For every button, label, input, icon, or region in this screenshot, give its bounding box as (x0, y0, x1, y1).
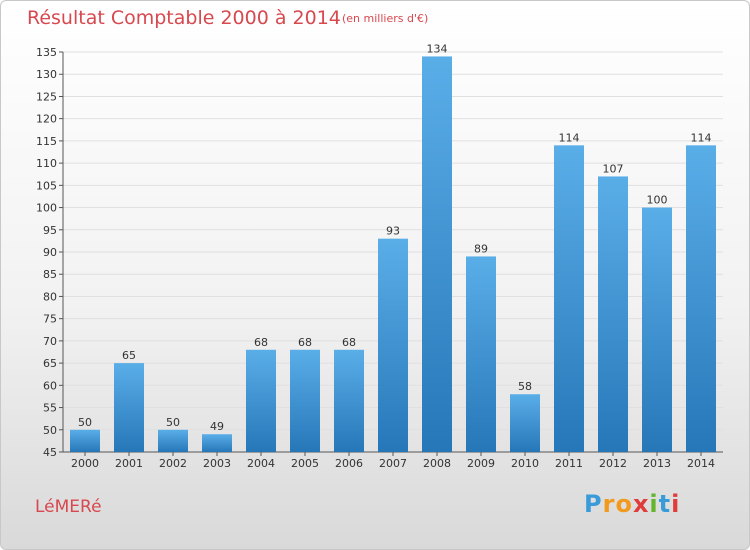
bar (686, 145, 716, 453)
logo-letter: r (602, 490, 616, 518)
data-label: 93 (386, 225, 400, 238)
logo-letter: o (615, 490, 633, 518)
logo-letter: i (649, 490, 659, 518)
y-tick-label: 85 (43, 268, 57, 281)
x-tick-label: 2002 (159, 457, 187, 470)
y-tick-label: 45 (43, 446, 57, 459)
bar (334, 349, 364, 452)
x-tick-label: 2010 (511, 457, 539, 470)
data-label: 89 (474, 242, 488, 255)
bar (422, 56, 452, 452)
x-tick-label: 2001 (115, 457, 143, 470)
y-tick-label: 120 (36, 113, 57, 126)
y-tick-label: 100 (36, 202, 57, 215)
y-tick-label: 135 (36, 46, 57, 59)
y-tick-label: 105 (36, 179, 57, 192)
x-tick-label: 2004 (247, 457, 275, 470)
y-tick-label: 75 (43, 313, 57, 326)
data-label: 50 (166, 416, 180, 429)
x-tick-label: 2011 (555, 457, 583, 470)
bar (246, 349, 276, 452)
data-label: 107 (603, 162, 624, 175)
commune-name: LéMERé (35, 497, 102, 517)
proxiti-logo: Proxiti (584, 490, 680, 518)
logo-letter: t (658, 490, 672, 518)
x-tick-label: 2013 (643, 457, 671, 470)
y-tick-label: 80 (43, 290, 57, 303)
data-label: 50 (78, 416, 92, 429)
y-tick-label: 90 (43, 246, 57, 259)
x-tick-label: 2000 (71, 457, 99, 470)
logo-letter: x (632, 490, 650, 518)
data-label: 68 (298, 336, 312, 349)
x-tick-label: 2007 (379, 457, 407, 470)
x-tick-label: 2014 (687, 457, 715, 470)
bar (114, 363, 144, 452)
chart-title: Résultat Comptable 2000 à 2014 (27, 7, 341, 29)
bar (378, 238, 408, 452)
bar (642, 207, 672, 452)
bar (510, 394, 540, 452)
bar (554, 145, 584, 453)
y-tick-label: 55 (43, 402, 57, 415)
data-label: 100 (647, 194, 668, 207)
bar (158, 429, 188, 452)
data-label: 114 (691, 131, 712, 144)
bar (290, 349, 320, 452)
x-tick-label: 2009 (467, 457, 495, 470)
y-tick-label: 60 (43, 379, 57, 392)
data-label: 68 (342, 336, 356, 349)
x-tick-label: 2008 (423, 457, 451, 470)
y-tick-label: 50 (43, 424, 57, 437)
data-label: 49 (210, 420, 224, 433)
y-tick-label: 65 (43, 357, 57, 370)
x-tick-label: 2003 (203, 457, 231, 470)
bar (598, 176, 628, 452)
y-tick-label: 110 (36, 157, 57, 170)
bar (466, 256, 496, 452)
x-tick-label: 2005 (291, 457, 319, 470)
chart-unit-label: (en milliers d'€) (342, 12, 429, 25)
y-tick-label: 125 (36, 90, 57, 103)
data-label: 65 (122, 349, 136, 362)
bar (202, 434, 232, 452)
data-label: 58 (518, 380, 532, 393)
data-label: 68 (254, 336, 268, 349)
data-label: 134 (427, 42, 448, 55)
y-tick-label: 115 (36, 135, 57, 148)
y-tick-label: 70 (43, 335, 57, 348)
bar (70, 429, 100, 452)
x-tick-label: 2006 (335, 457, 363, 470)
x-tick-label: 2012 (599, 457, 627, 470)
data-label: 114 (559, 131, 580, 144)
logo-letter: i (671, 490, 681, 518)
logo-letter: P (584, 490, 603, 518)
y-tick-label: 130 (36, 68, 57, 81)
y-tick-label: 95 (43, 224, 57, 237)
